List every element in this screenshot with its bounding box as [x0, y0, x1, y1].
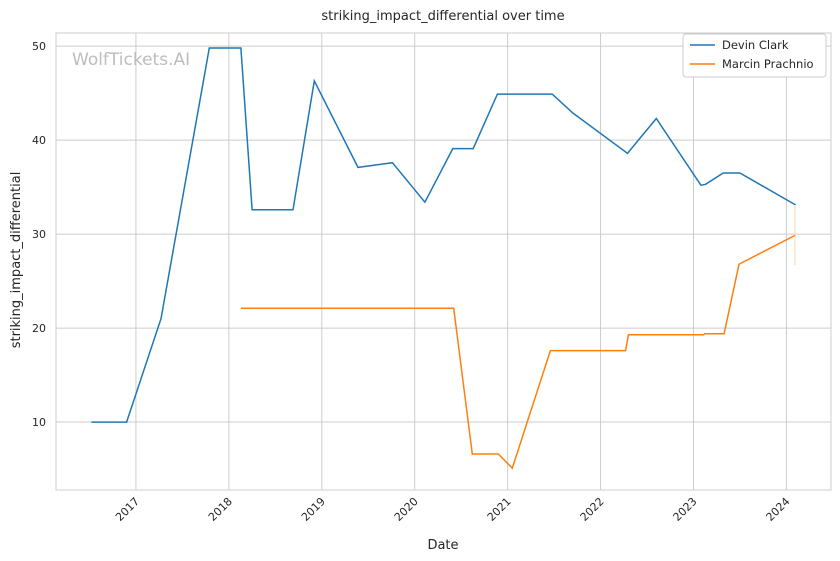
x-tick-label: 2023	[671, 495, 700, 524]
x-tick-label: 2017	[113, 495, 142, 524]
x-axis-label: Date	[427, 538, 458, 553]
y-tick-label: 40	[32, 134, 46, 147]
x-tick-label: 2018	[206, 495, 235, 524]
x-tick-label: 2019	[299, 495, 328, 524]
x-tick-label: 2024	[764, 495, 793, 524]
legend-box	[682, 33, 827, 78]
legend-label-marcin-prachnio: Marcin Prachnio	[722, 57, 814, 71]
y-tick-label: 10	[32, 416, 46, 429]
x-tick-label: 2022	[578, 495, 607, 524]
x-tick-label: 2020	[392, 495, 421, 524]
legend-label-devin-clark: Devin Clark	[722, 38, 789, 52]
watermark: WolfTickets.AI	[72, 50, 190, 70]
series-line-marcin-prachnio	[240, 234, 797, 470]
y-axis-label: striking_impact_differential	[9, 172, 24, 349]
x-tick-label: 2021	[485, 495, 514, 524]
y-tick-label: 50	[32, 40, 46, 53]
series-line-devin-clark	[91, 47, 797, 423]
y-tick-label: 20	[32, 322, 46, 335]
plot-frame	[55, 32, 832, 491]
legend: Devin Clark Marcin Prachnio	[682, 33, 827, 78]
y-tick-label: 30	[32, 228, 46, 241]
chart-title: striking_impact_differential over time	[321, 9, 564, 24]
